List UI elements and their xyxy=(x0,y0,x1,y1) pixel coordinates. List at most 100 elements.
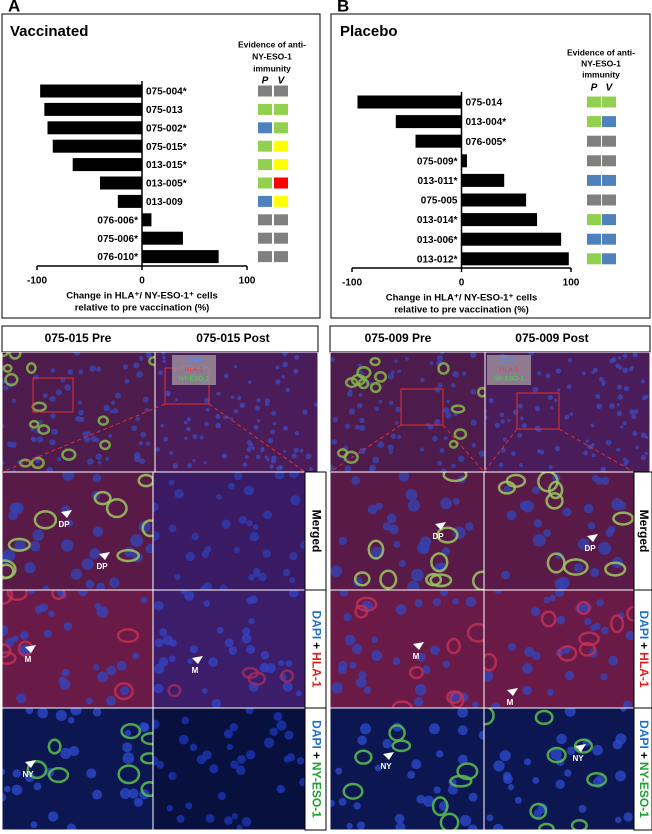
nucleus xyxy=(374,764,382,772)
evidence-square xyxy=(602,174,616,186)
nucleus xyxy=(16,693,27,704)
nucleus xyxy=(633,409,639,414)
nucleus xyxy=(305,453,312,460)
row-label-part: Merged xyxy=(637,510,651,553)
nucleus xyxy=(89,365,96,372)
nucleus xyxy=(168,524,177,533)
evidence-square xyxy=(258,195,272,207)
nucleus xyxy=(299,448,304,453)
nucleus xyxy=(211,698,222,708)
nucleus xyxy=(42,393,48,399)
nucleus xyxy=(386,513,397,524)
nucleus xyxy=(204,545,212,553)
nucleus xyxy=(285,388,290,393)
nucleus xyxy=(624,459,630,464)
nucleus xyxy=(600,476,610,486)
nucleus xyxy=(46,466,54,472)
stained-cell xyxy=(538,822,555,830)
arrowhead xyxy=(192,656,203,664)
row-label-box xyxy=(633,707,652,831)
nucleus xyxy=(221,453,227,459)
nucleus xyxy=(596,774,605,783)
category-label: 075-002* xyxy=(146,123,187,134)
nucleus xyxy=(234,472,243,481)
nucleus xyxy=(555,779,565,789)
micrograph xyxy=(484,472,634,590)
nucleus xyxy=(453,526,466,539)
nucleus xyxy=(114,392,121,399)
nucleus xyxy=(611,357,617,362)
category-label: 075-015* xyxy=(146,142,187,153)
nucleus xyxy=(330,357,335,362)
stained-cell xyxy=(425,572,443,587)
nucleus xyxy=(208,657,218,667)
nucleus xyxy=(290,495,301,506)
nucleus xyxy=(591,442,595,447)
nucleus xyxy=(352,643,363,655)
micrograph-bg xyxy=(2,708,153,830)
evidence-square xyxy=(602,253,616,265)
nucleus xyxy=(486,814,494,822)
nucleus xyxy=(77,400,82,405)
nucleus xyxy=(166,804,173,812)
nucleus xyxy=(142,396,149,403)
x-tick-label: 100 xyxy=(239,276,256,287)
evidence-square xyxy=(274,214,288,226)
column-header: 075-015 Pre xyxy=(45,331,112,345)
nucleus xyxy=(96,582,105,590)
nucleus xyxy=(407,770,416,779)
nucleus xyxy=(159,628,168,637)
nucleus xyxy=(241,633,252,644)
evidence-square xyxy=(274,140,288,152)
nucleus xyxy=(221,519,231,529)
nucleus xyxy=(216,626,224,634)
nucleus xyxy=(168,655,176,663)
nucleus xyxy=(407,580,420,590)
nucleus xyxy=(346,822,353,830)
nucleus xyxy=(235,765,246,776)
arrow-label: NY xyxy=(380,762,392,771)
nucleus xyxy=(359,723,372,735)
nucleus xyxy=(532,486,540,495)
nucleus xyxy=(631,413,637,419)
nucleus xyxy=(84,436,91,443)
category-label: 075-006* xyxy=(97,234,138,245)
category-label: 013-009 xyxy=(146,197,183,208)
stained-cell xyxy=(344,377,359,389)
nucleus xyxy=(616,410,623,417)
evidence-square xyxy=(258,140,272,152)
evidence-title: Evidence of anti- xyxy=(567,47,635,57)
arrow-label: NY xyxy=(572,754,584,763)
nucleus xyxy=(550,406,554,410)
nucleus xyxy=(413,697,424,707)
nucleus xyxy=(229,417,234,421)
nucleus xyxy=(601,380,606,385)
nucleus xyxy=(622,353,628,359)
nucleus xyxy=(78,590,88,597)
nucleus xyxy=(430,645,440,656)
nucleus xyxy=(265,662,276,674)
nucleus xyxy=(520,416,524,421)
nucleus xyxy=(153,719,160,730)
nucleus xyxy=(445,412,452,419)
nucleus xyxy=(260,651,270,660)
nucleus xyxy=(465,596,477,607)
nucleus xyxy=(24,562,36,574)
nucleus xyxy=(302,409,308,415)
category-label: 076-006* xyxy=(97,215,138,226)
nucleus xyxy=(554,445,561,452)
nucleus xyxy=(116,660,127,671)
stained-cell xyxy=(369,356,381,367)
category-label: 013-006* xyxy=(417,235,458,246)
nucleus xyxy=(457,754,468,765)
nucleus xyxy=(196,754,207,765)
stained-cell xyxy=(484,708,495,726)
nucleus xyxy=(51,428,58,435)
nucleus xyxy=(281,374,286,379)
nucleus xyxy=(97,671,108,683)
row-label: Merged xyxy=(637,510,651,553)
nucleus xyxy=(591,453,596,458)
evidence-square xyxy=(587,233,601,245)
column-header: 075-009 Pre xyxy=(365,331,432,345)
evidence-square xyxy=(602,96,616,108)
